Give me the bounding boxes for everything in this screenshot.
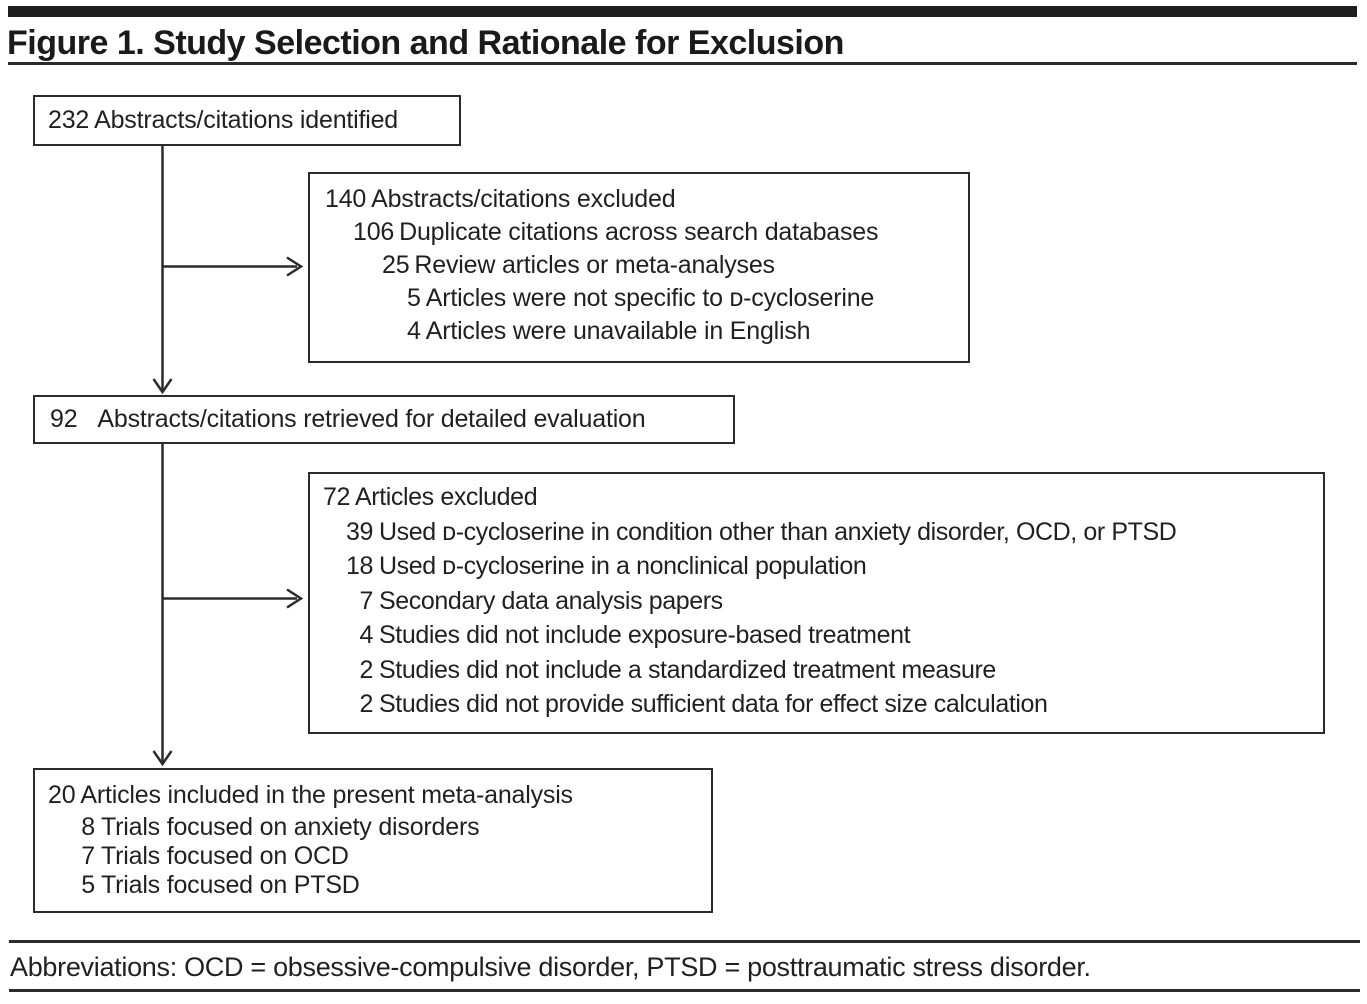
box-retrieved: 92 Abstracts/citations retrieved for deta… — [33, 395, 735, 444]
inclusion-detail: 5 Trials focused on PTSD — [81, 871, 360, 899]
arrow-head-right-2 — [286, 588, 304, 609]
exclusion-heading: 72 Articles excluded — [310, 480, 1323, 515]
inclusion-heading: 20 Articles included in the present meta-… — [35, 778, 711, 813]
exclusion-reason: 5 Articles were not specific to ᴅ-cyclose… — [407, 284, 875, 312]
arrow-head-down-2 — [152, 750, 173, 767]
title-rule — [8, 62, 1357, 65]
box-abstracts-excluded: 140 Abstracts/citations excluded 106 Dupli… — [308, 172, 970, 363]
figure-title: Figure 1. Study Selection and Rationale … — [7, 24, 844, 62]
count-identified: 232 — [48, 106, 90, 134]
footnote-rule-bottom — [9, 989, 1360, 992]
flow-step-text: 232 Abstracts/citations identified — [48, 106, 399, 134]
footnote-rule-top — [9, 940, 1360, 943]
exclusion-reason: 4 Studies did not include exposure-based … — [359, 621, 911, 649]
count-included: 20 — [48, 781, 76, 809]
exclusion-reason: 2 Studies did not include a standardized … — [359, 655, 996, 684]
exclusion-reason: 106 Duplicate citations across search dat… — [353, 218, 879, 246]
abbreviations-note: Abbreviations: OCD = obsessive-compulsiv… — [10, 952, 1091, 982]
inclusion-detail: 8 Trials focused on anxiety disorders — [81, 813, 480, 841]
inclusion-detail: 7 Trials focused on OCD — [81, 842, 349, 870]
exclusion-reason: 7 Secondary data analysis papers — [359, 586, 723, 615]
count-retrieved: 92 — [50, 405, 78, 433]
flow-step-text: 92 Abstracts/citations retrieved for deta… — [50, 405, 646, 433]
arrow-head-down-1 — [152, 378, 173, 395]
exclusion-heading: 140 Abstracts/citations excluded — [310, 183, 968, 216]
header-bar — [8, 6, 1357, 17]
count-articles-excluded: 72 — [323, 483, 351, 511]
box-abstracts-identified: 232 Abstracts/citations identified — [33, 95, 461, 146]
exclusion-reason: 2 Studies did not provide sufficient data… — [359, 690, 1048, 718]
exclusion-reason: 25 Review articles or meta-analyses — [382, 251, 775, 279]
box-articles-included: 20 Articles included in the present meta-… — [33, 768, 713, 913]
exclusion-reason: 18 Used ᴅ-cycloserine in a nonclinical po… — [345, 552, 867, 580]
exclusion-reason: 39 Used ᴅ-cycloserine in condition other … — [345, 517, 1177, 546]
exclusion-reason: 4 Articles were unavailable in English — [407, 317, 811, 345]
arrow-head-right-1 — [286, 256, 304, 277]
box-articles-excluded: 72 Articles excluded 39 Used ᴅ-cycloserine… — [308, 472, 1325, 734]
count-abstracts-excluded: 140 — [325, 185, 367, 213]
